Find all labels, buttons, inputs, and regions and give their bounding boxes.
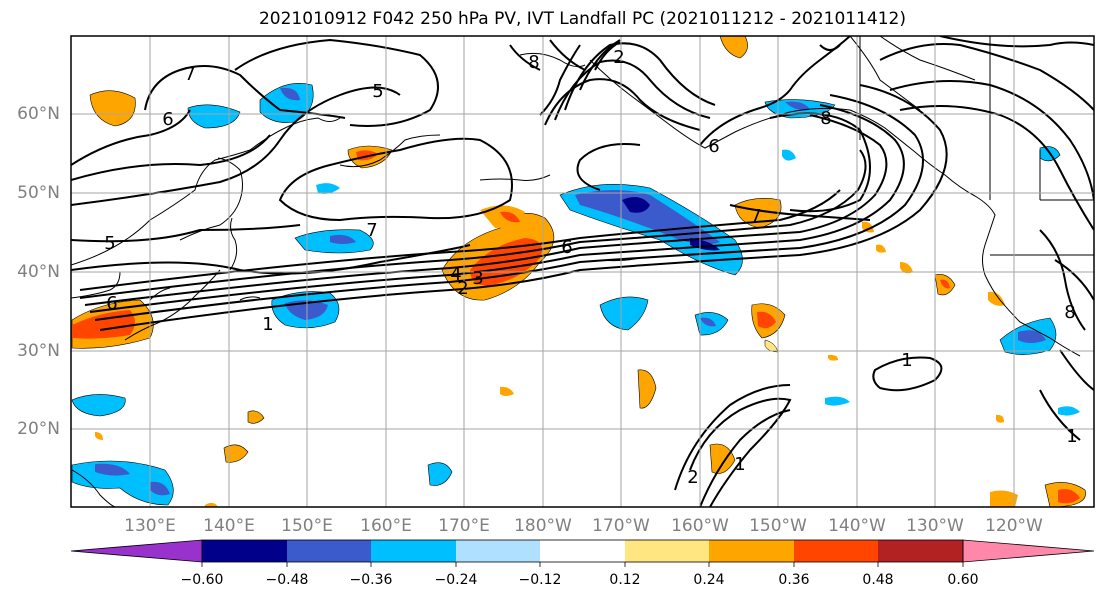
colorbar-tick-label: −0.36 xyxy=(349,572,393,588)
lon-label: 180°W xyxy=(514,516,572,536)
lat-label: 20°N xyxy=(17,419,60,439)
colorbar-tick-label: 0.36 xyxy=(778,572,810,588)
colorbar-extend-low xyxy=(70,539,203,563)
contour-label: 8 xyxy=(1064,302,1075,323)
map-title: 2021010912 F042 250 hPa PV, IVT Landfall… xyxy=(258,9,906,29)
contour-label: 1 xyxy=(262,314,273,335)
lon-label: 160°W xyxy=(671,516,729,536)
lon-label: 160°E xyxy=(360,516,412,536)
colorbar-tick-label: 0.60 xyxy=(947,572,979,588)
contour-label: 7 xyxy=(750,206,761,227)
lat-label: 60°N xyxy=(17,104,60,124)
contour-label: 7 xyxy=(366,220,377,241)
contour-label: 1 xyxy=(901,350,912,371)
ivt-contours xyxy=(71,36,1094,507)
lat-label: 40°N xyxy=(17,262,60,282)
lon-label: 150°W xyxy=(749,516,807,536)
colorbar-tick-label: 0.48 xyxy=(862,572,894,588)
contour-labels: 7 6 5 8 2 6 8 7 7 5 6 4 3 2 1 6 8 1 2 1 … xyxy=(104,47,1077,488)
colorbar-tick-label: 0.24 xyxy=(693,572,725,588)
graticule xyxy=(71,36,1094,507)
contour-label: 3 xyxy=(472,268,483,289)
lon-label: 120°W xyxy=(985,516,1043,536)
colorbar-tick-label: −0.12 xyxy=(518,572,562,588)
colorbar-extend-high xyxy=(962,539,1095,563)
colorbar xyxy=(70,539,1095,567)
contour-label: 1 xyxy=(1066,426,1077,447)
contour-label: 6 xyxy=(561,237,572,258)
contour-label: 6 xyxy=(162,109,173,130)
lon-label: 140°W xyxy=(828,516,886,536)
contour-label: 5 xyxy=(104,233,115,254)
lat-label: 30°N xyxy=(17,341,60,361)
contour-label: 6 xyxy=(708,136,719,157)
lon-label: 150°E xyxy=(281,516,333,536)
lon-label: 170°E xyxy=(438,516,490,536)
contour-label: 6 xyxy=(106,293,117,314)
colorbar-tick-label: −0.48 xyxy=(265,572,309,588)
lon-label: 130°W xyxy=(906,516,964,536)
colorbar-tick-label: −0.60 xyxy=(180,572,224,588)
contour-label: 2 xyxy=(457,278,468,299)
map-frame xyxy=(70,35,1095,508)
contour-label: 1 xyxy=(734,454,745,475)
contour-label: 2 xyxy=(613,47,624,68)
contour-label: 8 xyxy=(528,52,539,73)
contour-label: 2 xyxy=(687,467,698,488)
lat-label: 50°N xyxy=(17,183,60,203)
lon-label: 130°E xyxy=(124,516,176,536)
contour-label: 7 xyxy=(184,64,195,85)
lon-label: 140°E xyxy=(203,516,255,536)
contour-label: 8 xyxy=(820,108,831,129)
colorbar-tick-label: 0.12 xyxy=(609,572,641,588)
contour-label: 5 xyxy=(372,81,383,102)
lon-label: 170°W xyxy=(592,516,650,536)
colorbar-tick-label: −0.24 xyxy=(434,572,478,588)
contour-label: 4 xyxy=(450,264,461,285)
